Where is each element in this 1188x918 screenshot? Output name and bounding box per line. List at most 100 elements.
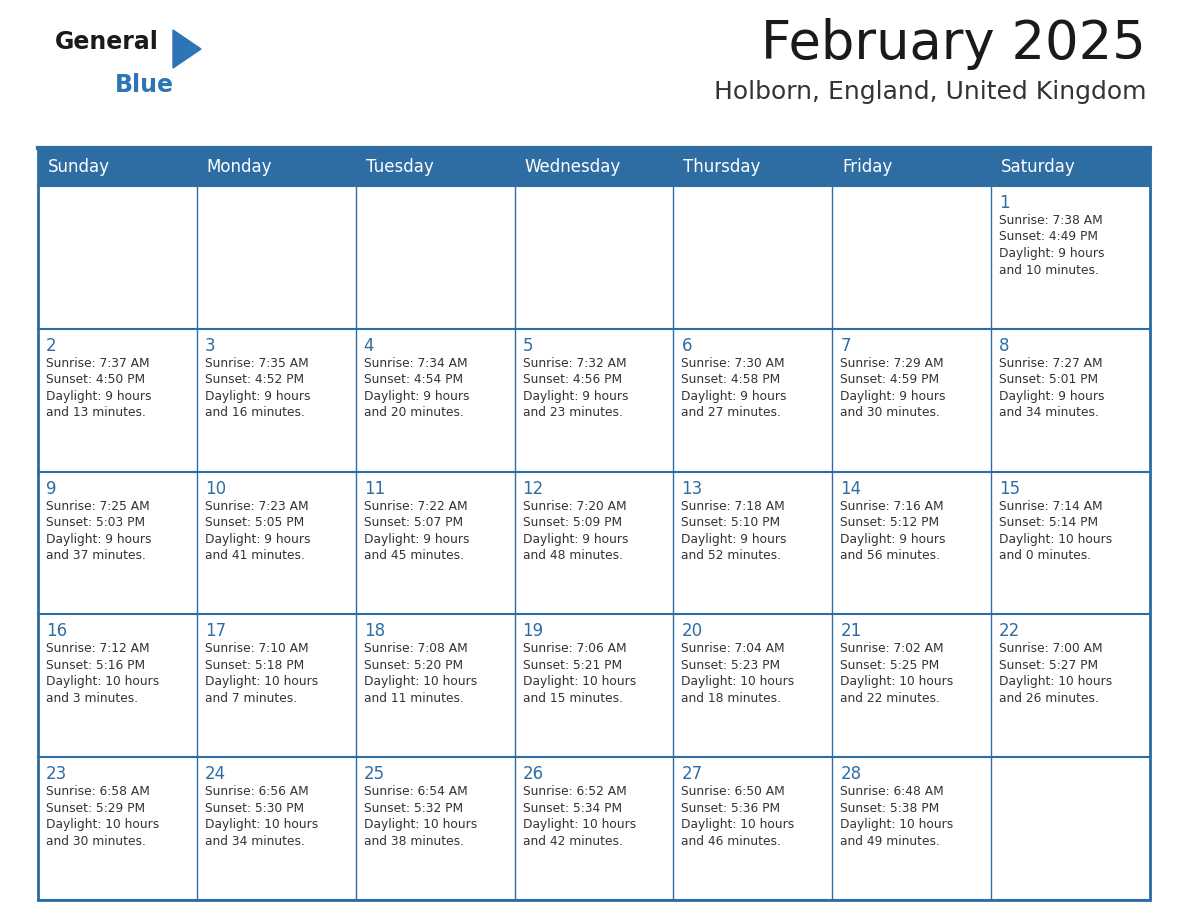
Text: and 3 minutes.: and 3 minutes.	[46, 692, 138, 705]
Text: 14: 14	[840, 479, 861, 498]
Text: and 30 minutes.: and 30 minutes.	[840, 407, 940, 420]
Text: and 37 minutes.: and 37 minutes.	[46, 549, 146, 562]
Text: 22: 22	[999, 622, 1020, 641]
Text: Daylight: 9 hours: Daylight: 9 hours	[364, 390, 469, 403]
Text: Sunset: 5:29 PM: Sunset: 5:29 PM	[46, 801, 145, 814]
Text: Sunrise: 6:48 AM: Sunrise: 6:48 AM	[840, 785, 944, 798]
Text: Sunset: 5:03 PM: Sunset: 5:03 PM	[46, 516, 145, 529]
Text: 26: 26	[523, 766, 544, 783]
Text: Sunrise: 7:18 AM: Sunrise: 7:18 AM	[682, 499, 785, 512]
Text: Sunrise: 6:56 AM: Sunrise: 6:56 AM	[204, 785, 309, 798]
Bar	[674, 186, 833, 329]
Text: Daylight: 10 hours: Daylight: 10 hours	[682, 818, 795, 831]
Text: Daylight: 9 hours: Daylight: 9 hours	[523, 532, 628, 545]
Text: Sunday: Sunday	[48, 158, 110, 176]
Bar	[833, 329, 991, 472]
Text: Sunset: 5:20 PM: Sunset: 5:20 PM	[364, 659, 463, 672]
Bar	[514, 148, 674, 186]
Bar	[833, 757, 991, 900]
Text: Sunrise: 6:58 AM: Sunrise: 6:58 AM	[46, 785, 150, 798]
Bar	[991, 614, 1150, 757]
Text: Daylight: 10 hours: Daylight: 10 hours	[204, 676, 318, 688]
Bar	[833, 614, 991, 757]
Text: Sunset: 5:27 PM: Sunset: 5:27 PM	[999, 659, 1098, 672]
Bar	[197, 186, 355, 329]
Text: and 42 minutes.: and 42 minutes.	[523, 834, 623, 847]
Text: Daylight: 9 hours: Daylight: 9 hours	[204, 390, 310, 403]
Bar	[197, 614, 355, 757]
Polygon shape	[173, 30, 201, 68]
Text: Daylight: 9 hours: Daylight: 9 hours	[523, 390, 628, 403]
Text: and 22 minutes.: and 22 minutes.	[840, 692, 940, 705]
Text: Sunset: 5:30 PM: Sunset: 5:30 PM	[204, 801, 304, 814]
Text: Sunrise: 6:50 AM: Sunrise: 6:50 AM	[682, 785, 785, 798]
Bar	[38, 757, 197, 900]
Text: Sunrise: 7:34 AM: Sunrise: 7:34 AM	[364, 357, 467, 370]
Bar	[674, 472, 833, 614]
Text: 28: 28	[840, 766, 861, 783]
Text: and 56 minutes.: and 56 minutes.	[840, 549, 940, 562]
Bar	[355, 148, 514, 186]
Text: 15: 15	[999, 479, 1020, 498]
Text: 12: 12	[523, 479, 544, 498]
Text: Thursday: Thursday	[683, 158, 760, 176]
Text: 8: 8	[999, 337, 1010, 354]
Text: Sunrise: 7:02 AM: Sunrise: 7:02 AM	[840, 643, 944, 655]
Text: 23: 23	[46, 766, 68, 783]
Text: Sunrise: 7:16 AM: Sunrise: 7:16 AM	[840, 499, 944, 512]
Text: Daylight: 9 hours: Daylight: 9 hours	[682, 390, 786, 403]
Bar	[197, 148, 355, 186]
Bar	[991, 186, 1150, 329]
Text: Sunset: 5:38 PM: Sunset: 5:38 PM	[840, 801, 940, 814]
Text: Daylight: 9 hours: Daylight: 9 hours	[204, 532, 310, 545]
Text: Blue: Blue	[115, 73, 173, 97]
Text: 27: 27	[682, 766, 702, 783]
Text: Sunrise: 7:23 AM: Sunrise: 7:23 AM	[204, 499, 309, 512]
Text: Daylight: 10 hours: Daylight: 10 hours	[46, 818, 159, 831]
Text: 21: 21	[840, 622, 861, 641]
Text: and 11 minutes.: and 11 minutes.	[364, 692, 463, 705]
Text: and 48 minutes.: and 48 minutes.	[523, 549, 623, 562]
Text: 25: 25	[364, 766, 385, 783]
Text: Daylight: 9 hours: Daylight: 9 hours	[46, 390, 152, 403]
Bar	[674, 757, 833, 900]
Text: Sunrise: 7:32 AM: Sunrise: 7:32 AM	[523, 357, 626, 370]
Text: and 23 minutes.: and 23 minutes.	[523, 407, 623, 420]
Text: Saturday: Saturday	[1001, 158, 1076, 176]
Text: Sunset: 5:23 PM: Sunset: 5:23 PM	[682, 659, 781, 672]
Bar	[833, 148, 991, 186]
Bar	[991, 472, 1150, 614]
Text: and 15 minutes.: and 15 minutes.	[523, 692, 623, 705]
Text: 10: 10	[204, 479, 226, 498]
Text: Daylight: 9 hours: Daylight: 9 hours	[999, 390, 1105, 403]
Text: Daylight: 9 hours: Daylight: 9 hours	[364, 532, 469, 545]
Text: 4: 4	[364, 337, 374, 354]
Text: and 38 minutes.: and 38 minutes.	[364, 834, 463, 847]
Text: Sunrise: 7:37 AM: Sunrise: 7:37 AM	[46, 357, 150, 370]
Text: Sunset: 5:07 PM: Sunset: 5:07 PM	[364, 516, 463, 529]
Bar	[674, 329, 833, 472]
Text: and 10 minutes.: and 10 minutes.	[999, 263, 1099, 276]
Text: Sunset: 5:25 PM: Sunset: 5:25 PM	[840, 659, 940, 672]
Bar	[674, 148, 833, 186]
Text: Sunrise: 6:52 AM: Sunrise: 6:52 AM	[523, 785, 626, 798]
Text: Sunrise: 7:00 AM: Sunrise: 7:00 AM	[999, 643, 1102, 655]
Text: and 16 minutes.: and 16 minutes.	[204, 407, 305, 420]
Text: Sunrise: 7:10 AM: Sunrise: 7:10 AM	[204, 643, 309, 655]
Text: and 0 minutes.: and 0 minutes.	[999, 549, 1092, 562]
Text: Daylight: 10 hours: Daylight: 10 hours	[840, 676, 954, 688]
Text: Sunrise: 7:27 AM: Sunrise: 7:27 AM	[999, 357, 1102, 370]
Text: Daylight: 10 hours: Daylight: 10 hours	[682, 676, 795, 688]
Bar	[355, 757, 514, 900]
Text: February 2025: February 2025	[762, 18, 1146, 70]
Text: and 18 minutes.: and 18 minutes.	[682, 692, 782, 705]
Text: Sunset: 5:12 PM: Sunset: 5:12 PM	[840, 516, 940, 529]
Text: Daylight: 10 hours: Daylight: 10 hours	[46, 676, 159, 688]
Text: Daylight: 9 hours: Daylight: 9 hours	[682, 532, 786, 545]
Bar	[991, 148, 1150, 186]
Text: Sunset: 4:54 PM: Sunset: 4:54 PM	[364, 374, 463, 386]
Text: Daylight: 10 hours: Daylight: 10 hours	[999, 676, 1112, 688]
Text: 11: 11	[364, 479, 385, 498]
Text: and 34 minutes.: and 34 minutes.	[204, 834, 305, 847]
Bar	[38, 148, 1150, 900]
